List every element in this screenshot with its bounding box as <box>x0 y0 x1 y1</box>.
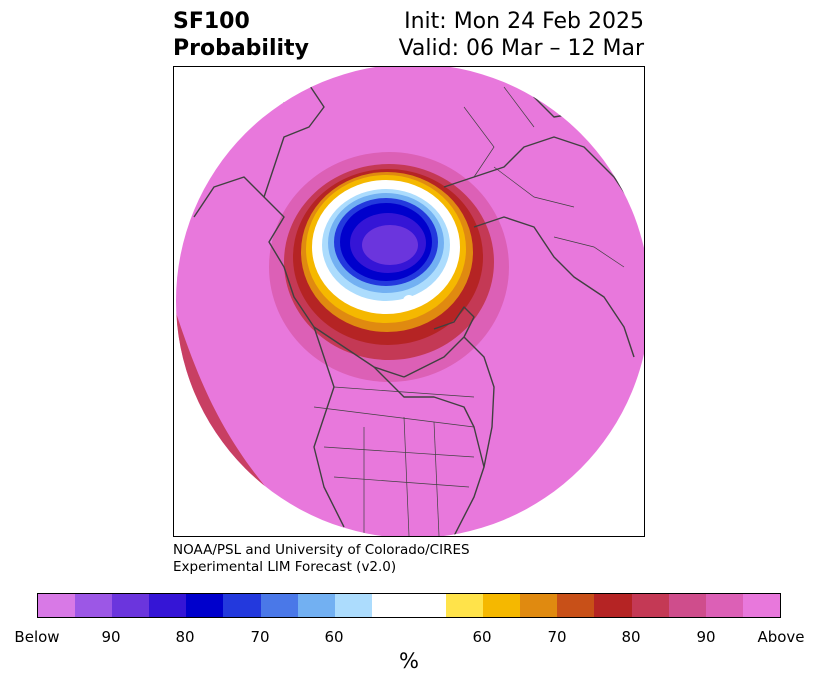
colorbar-swatch <box>260 594 298 617</box>
colorbar-swatch <box>186 594 224 617</box>
colorbar-tick-label: 90 <box>101 628 121 646</box>
colorbar-swatch <box>631 594 669 617</box>
colorbar-tick-label: 80 <box>621 628 641 646</box>
colorbar-swatch <box>334 594 372 617</box>
colorbar-tick-label: 60 <box>324 628 344 646</box>
colorbar-swatch <box>483 594 521 617</box>
credit-line-1: NOAA/PSL and University of Colorado/CIRE… <box>173 542 470 558</box>
colorbar-swatch <box>371 594 409 617</box>
colorbar-swatch <box>705 594 743 617</box>
colorbar-tick-label: 90 <box>696 628 716 646</box>
colorbar-tick-label: Above <box>757 628 805 646</box>
init-date: Init: Mon 24 Feb 2025 <box>404 9 644 34</box>
colorbar-swatch <box>408 594 447 617</box>
colorbar-swatch <box>594 594 632 617</box>
colorbar-swatch <box>223 594 261 617</box>
colorbar-swatch <box>297 594 335 617</box>
vortex-core <box>362 225 418 265</box>
credit-line-2: Experimental LIM Forecast (v2.0) <box>173 559 397 575</box>
colorbar <box>37 593 781 618</box>
colorbar-swatch <box>557 594 595 617</box>
colorbar-tick-label: Below <box>14 628 60 646</box>
colorbar-swatch <box>446 594 484 617</box>
title-right: Init: Mon 24 Feb 2025 Valid: 06 Mar – 12… <box>399 8 644 62</box>
credit: NOAA/PSL and University of Colorado/CIRE… <box>173 542 470 576</box>
colorbar-swatch <box>668 594 706 617</box>
colorbar-swatch <box>38 594 76 617</box>
colorbar-swatch <box>742 594 780 617</box>
title-left: SF100 Probability <box>173 8 309 62</box>
variable-name: SF100 <box>173 9 250 34</box>
metric-name: Probability <box>173 36 309 61</box>
colorbar-tick-label: 80 <box>175 628 195 646</box>
valid-range: Valid: 06 Mar – 12 Mar <box>398 36 644 61</box>
map-frame <box>173 66 645 537</box>
colorbar-swatch <box>112 594 150 617</box>
colorbar-swatch <box>149 594 187 617</box>
pole-hole <box>403 295 415 307</box>
colorbar-tick-label: 60 <box>472 628 492 646</box>
colorbar-tick-label: 70 <box>547 628 567 646</box>
colorbar-tick-label: 70 <box>250 628 270 646</box>
colorbar-swatch <box>520 594 558 617</box>
polar-map <box>176 67 644 536</box>
colorbar-unit: % <box>399 649 419 673</box>
colorbar-swatch <box>75 594 113 617</box>
borders <box>313 86 625 536</box>
